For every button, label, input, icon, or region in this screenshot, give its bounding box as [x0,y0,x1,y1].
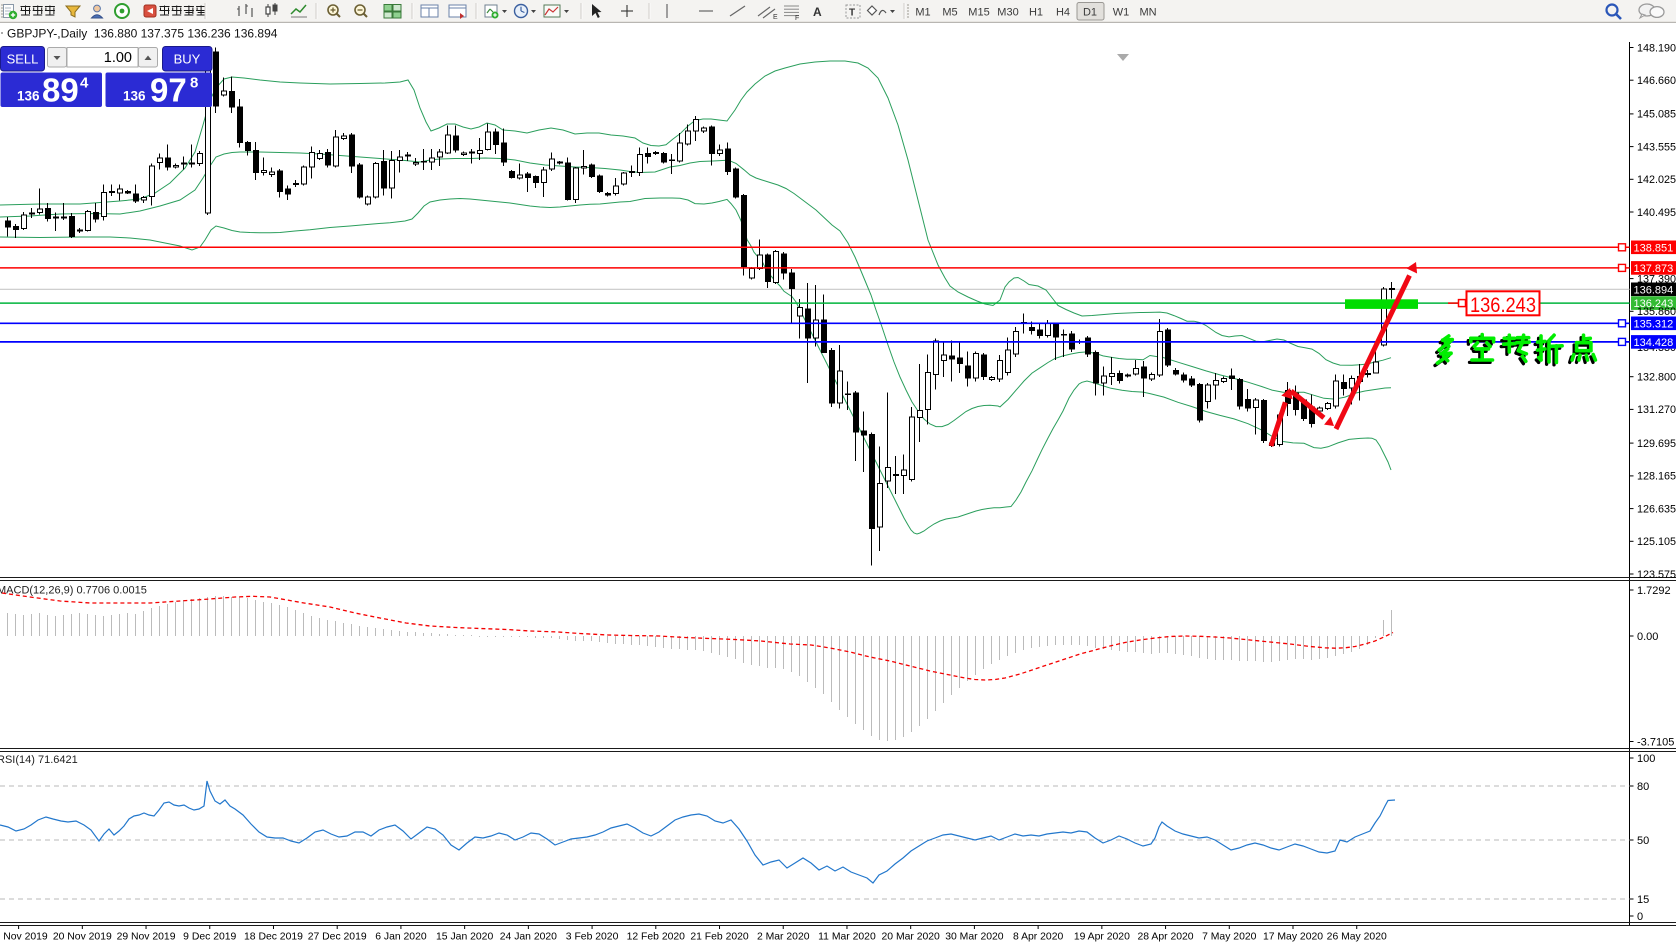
svg-text:6 Jan 2020: 6 Jan 2020 [375,932,427,943]
svg-text:2 Mar 2020: 2 Mar 2020 [757,932,810,943]
svg-text:M15: M15 [968,7,989,19]
svg-text:135.860: 135.860 [1637,306,1676,318]
svg-text:100: 100 [1637,753,1655,765]
svg-text:BUY: BUY [174,52,201,67]
svg-text:136.243: 136.243 [1470,294,1536,317]
svg-text:MACD(12,26,9) 0.7706 0.0015: MACD(12,26,9) 0.7706 0.0015 [0,585,147,597]
svg-text:30 Mar 2020: 30 Mar 2020 [945,932,1004,943]
svg-text:97: 97 [150,72,187,109]
svg-text:50: 50 [1637,835,1649,847]
svg-text:15 Jan 2020: 15 Jan 2020 [436,932,493,943]
svg-text:M1: M1 [915,7,930,19]
svg-text:RSI(14) 71.6421: RSI(14) 71.6421 [0,754,78,766]
svg-text:132.800: 132.800 [1637,372,1676,384]
svg-text:0.00: 0.00 [1637,631,1658,643]
svg-text:29 Nov 2019: 29 Nov 2019 [117,932,176,943]
svg-text:H4: H4 [1056,7,1070,19]
svg-text:GBPJPY-,Daily 136.880 137.375: GBPJPY-,Daily 136.880 137.375 136.236 13… [7,27,278,41]
svg-text:9 Dec 2019: 9 Dec 2019 [183,932,236,943]
svg-text:148.190: 148.190 [1637,42,1676,54]
svg-text:134.428: 134.428 [1634,337,1674,349]
svg-text:21 Feb 2020: 21 Feb 2020 [690,932,749,943]
svg-text:123.575: 123.575 [1637,569,1676,581]
svg-text:8 Apr 2020: 8 Apr 2020 [1013,932,1063,943]
svg-text:T: T [849,8,855,19]
svg-text:140.495: 140.495 [1637,207,1676,219]
svg-text:131.270: 131.270 [1637,404,1676,416]
svg-text:11 Mar 2020: 11 Mar 2020 [818,932,876,943]
svg-text:18 Dec 2019: 18 Dec 2019 [244,932,303,943]
svg-text:20 Nov 2019: 20 Nov 2019 [53,932,112,943]
svg-text:-3.7105: -3.7105 [1637,737,1674,749]
svg-text:7 May 2020: 7 May 2020 [1202,932,1257,943]
svg-text:28 Apr 2020: 28 Apr 2020 [1138,932,1194,943]
svg-text:128.165: 128.165 [1637,471,1676,483]
svg-text:137.873: 137.873 [1634,263,1674,275]
svg-text:137.390: 137.390 [1637,273,1676,285]
svg-text:89: 89 [42,72,79,109]
svg-text:M5: M5 [942,7,957,19]
svg-text:80: 80 [1637,781,1649,793]
svg-text:145.085: 145.085 [1637,109,1676,121]
svg-text:135.312: 135.312 [1634,318,1674,330]
svg-text:125.105: 125.105 [1637,536,1676,548]
svg-text:19 Apr 2020: 19 Apr 2020 [1074,932,1130,943]
svg-text:12 Feb 2020: 12 Feb 2020 [627,932,686,943]
svg-text:17 May 2020: 17 May 2020 [1263,932,1323,943]
svg-text:F: F [795,15,799,22]
svg-text:W1: W1 [1113,7,1130,19]
svg-text:D1: D1 [1083,7,1097,19]
svg-text:129.695: 129.695 [1637,438,1676,450]
svg-text:136.243: 136.243 [1634,298,1674,310]
svg-text:A: A [813,5,822,19]
svg-text:0: 0 [1637,911,1643,923]
svg-text:E: E [773,14,778,21]
svg-text:26 May 2020: 26 May 2020 [1327,932,1387,943]
svg-text:15: 15 [1637,894,1649,906]
svg-text:MN: MN [1139,7,1156,19]
svg-text:8: 8 [190,75,198,92]
svg-text:3 Feb 2020: 3 Feb 2020 [566,932,619,943]
svg-text:138.851: 138.851 [1634,242,1674,254]
svg-text:1.00: 1.00 [104,50,132,66]
svg-text:142.025: 142.025 [1637,174,1676,186]
svg-text:1.7292: 1.7292 [1637,585,1671,597]
svg-text:27 Dec 2019: 27 Dec 2019 [308,932,367,943]
svg-text:4: 4 [80,75,89,92]
svg-text:11 Nov 2019: 11 Nov 2019 [0,932,48,943]
svg-text:H1: H1 [1029,7,1043,19]
svg-text:136.894: 136.894 [1634,284,1674,296]
svg-text:24 Jan 2020: 24 Jan 2020 [500,932,557,943]
svg-text:136: 136 [17,89,40,104]
svg-text:20 Mar 2020: 20 Mar 2020 [882,932,941,943]
svg-text:SELL: SELL [7,52,39,67]
svg-text:M30: M30 [997,7,1018,19]
svg-text:136: 136 [123,89,146,104]
svg-text:146.660: 146.660 [1637,75,1676,87]
svg-text:126.635: 126.635 [1637,503,1676,515]
svg-text:143.555: 143.555 [1637,141,1676,153]
